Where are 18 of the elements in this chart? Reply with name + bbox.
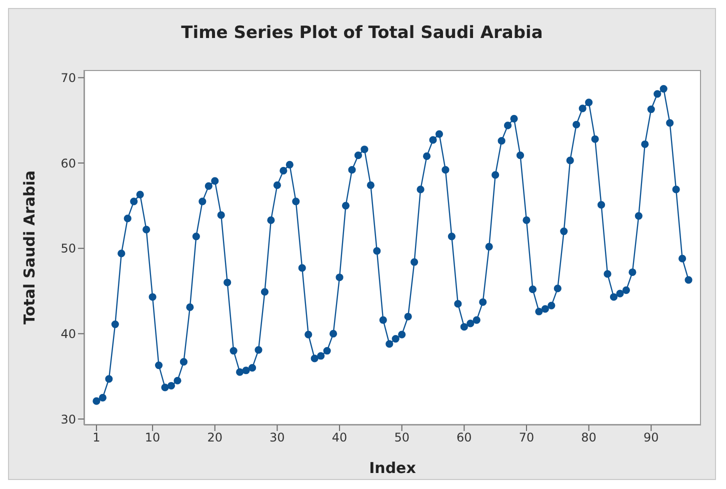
x-tick-label: 10 xyxy=(144,430,160,445)
y-tick-label: 70 xyxy=(60,70,76,85)
x-tick-label: 20 xyxy=(207,430,223,445)
x-axis-title: Index xyxy=(369,459,416,477)
y-tick-label: 30 xyxy=(60,412,76,426)
y-tick-label: 40 xyxy=(60,326,76,341)
x-tick-label: 40 xyxy=(332,430,348,445)
x-tick-label: 60 xyxy=(456,430,472,445)
x-tick-label: 80 xyxy=(581,430,596,445)
y-tick-label: 50 xyxy=(60,242,76,256)
x-tick-label: 70 xyxy=(518,430,534,445)
x-tick-label: 90 xyxy=(644,430,659,445)
y-tick-label: 60 xyxy=(60,156,76,170)
y-axis-title: Total Saudi Arabia xyxy=(20,170,38,325)
x-tick-label: 50 xyxy=(394,430,410,445)
x-tick-label: 30 xyxy=(270,430,285,445)
chart-title: Time Series Plot of Total Saudi Arabia xyxy=(180,23,544,43)
x-tick-label: 1 xyxy=(92,430,100,445)
